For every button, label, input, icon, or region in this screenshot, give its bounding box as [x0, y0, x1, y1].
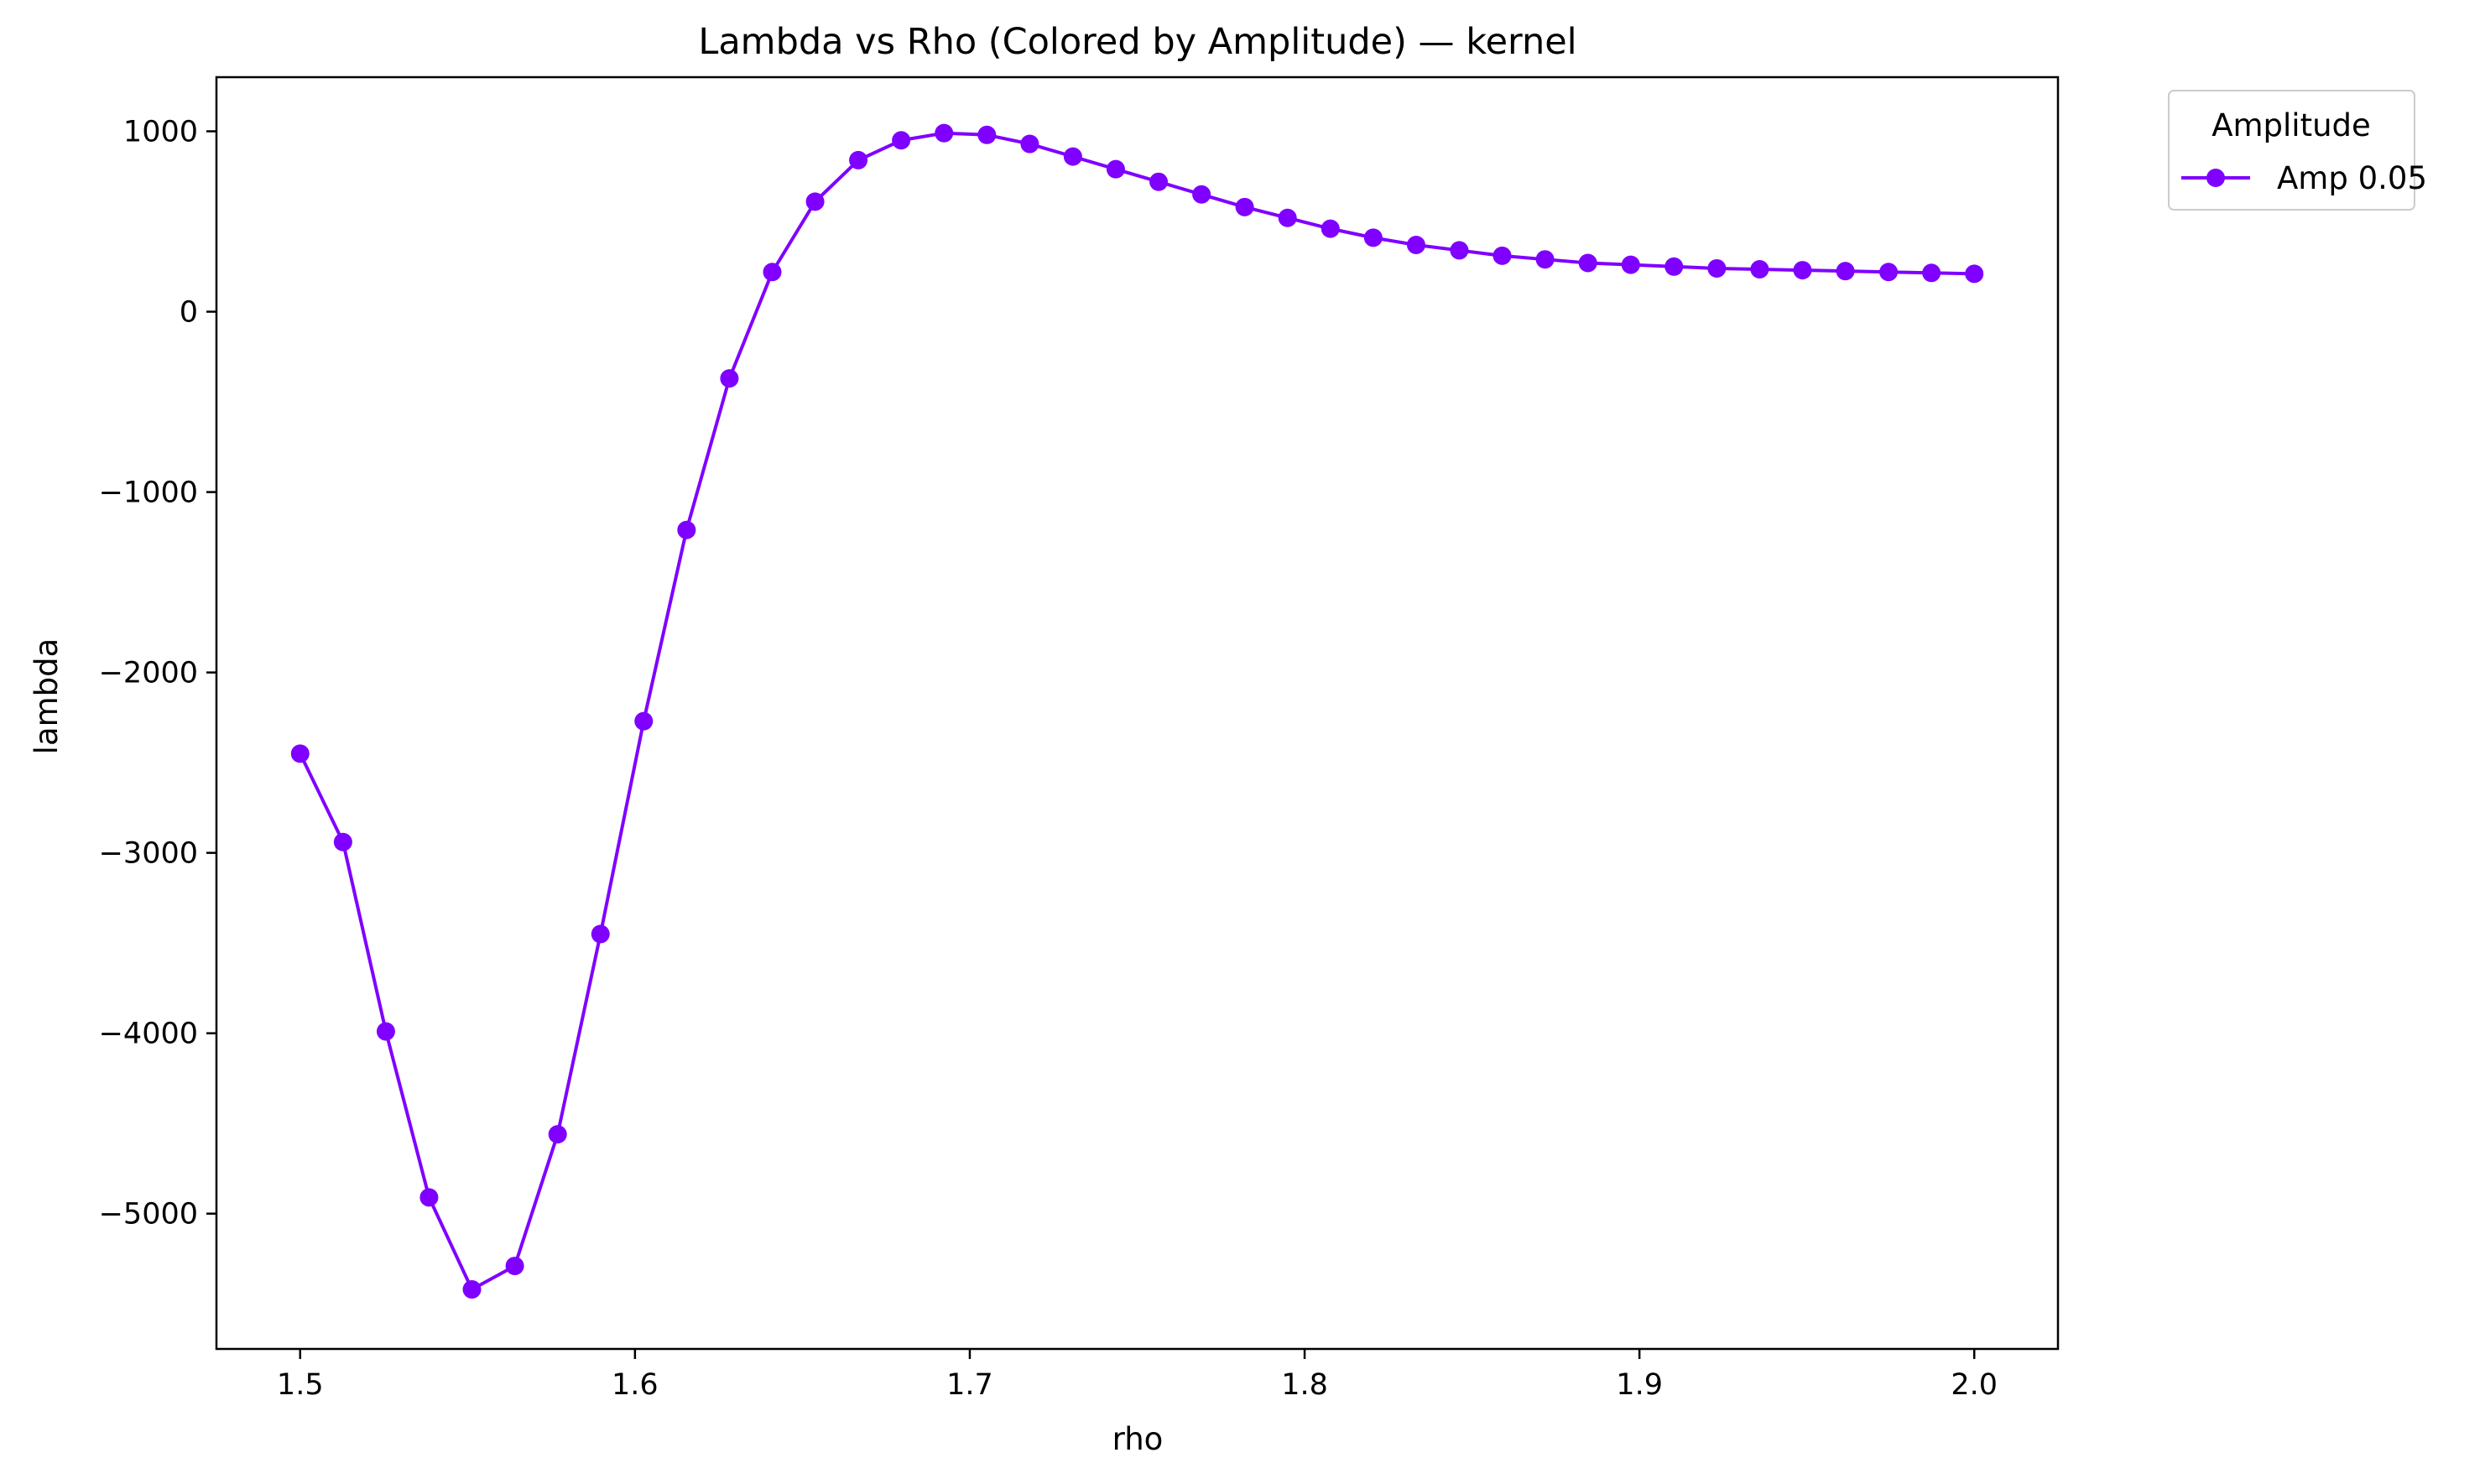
- data-point: [1535, 250, 1555, 269]
- legend-entry-label: Amp 0.05: [2277, 160, 2427, 196]
- data-point: [1621, 255, 1640, 274]
- data-point: [505, 1257, 524, 1276]
- data-point: [1406, 235, 1425, 254]
- data-point: [333, 832, 352, 851]
- x-axis-label: rho: [1112, 1421, 1164, 1457]
- data-point: [1707, 258, 1727, 278]
- y-tick-label: −2000: [99, 657, 198, 690]
- plot-area: [215, 76, 2060, 1351]
- series-line: [298, 131, 1975, 1292]
- data-point: [1793, 261, 1812, 280]
- data-point: [1664, 257, 1684, 276]
- plot-frame: [215, 76, 2060, 1351]
- y-tick-label: 1000: [123, 116, 198, 149]
- y-tick-label: −4000: [99, 1018, 198, 1051]
- data-point: [1578, 253, 1597, 273]
- data-point: [1321, 219, 1340, 238]
- data-point: [419, 1188, 439, 1207]
- data-point: [1836, 262, 1855, 281]
- data-point: [591, 924, 610, 944]
- legend-frame: [2168, 90, 2415, 211]
- data-point: [1879, 263, 1899, 282]
- data-point: [634, 711, 654, 731]
- x-tick-label: 1.5: [277, 1368, 324, 1402]
- x-tick-label: 1.6: [612, 1368, 659, 1402]
- y-tick-label: −5000: [99, 1198, 198, 1231]
- y-axis-label: lambda: [29, 638, 65, 755]
- data-point: [1363, 228, 1383, 247]
- legend: Amplitude Amp 0.05: [2168, 90, 2427, 211]
- data-point: [1149, 172, 1169, 191]
- data-point: [763, 263, 782, 282]
- legend-title: Amplitude: [2211, 107, 2371, 143]
- y-tick-label: −3000: [99, 837, 198, 871]
- data-point: [805, 192, 825, 211]
- data-point: [376, 1022, 395, 1041]
- x-tick-label: 2.0: [1951, 1368, 1998, 1402]
- data-point: [1750, 260, 1769, 279]
- data-point: [1106, 159, 1125, 179]
- data-point: [462, 1280, 482, 1299]
- legend-marker-swatch: [2206, 169, 2225, 187]
- y-tick-label: 0: [180, 296, 198, 330]
- x-axis: 1.5 1.6 1.7 1.8 1.9 2.0: [277, 1349, 1998, 1402]
- data-point: [977, 125, 997, 144]
- data-point: [1192, 185, 1211, 204]
- y-axis: 1000 0 −1000 −2000 −3000 −4000 −5000: [99, 116, 216, 1231]
- data-point: [1278, 208, 1297, 227]
- data-point: [1235, 197, 1254, 216]
- data-point: [1922, 263, 1941, 283]
- data-point: [1965, 264, 1984, 284]
- chart-title: Lambda vs Rho (Colored by Amplitude) — k…: [698, 21, 1576, 63]
- x-tick-label: 1.7: [946, 1368, 993, 1402]
- data-point: [1020, 134, 1039, 154]
- data-point: [548, 1125, 567, 1144]
- x-tick-label: 1.8: [1281, 1368, 1328, 1402]
- data-point: [1450, 241, 1469, 260]
- y-tick-label: −1000: [99, 476, 198, 510]
- data-point: [1063, 147, 1082, 166]
- data-point: [1493, 246, 1512, 265]
- data-point: [935, 123, 954, 143]
- data-point: [720, 369, 739, 388]
- data-point: [290, 744, 310, 763]
- data-point: [677, 520, 696, 539]
- x-tick-label: 1.9: [1616, 1368, 1663, 1402]
- data-point: [849, 150, 868, 169]
- data-point: [892, 131, 911, 150]
